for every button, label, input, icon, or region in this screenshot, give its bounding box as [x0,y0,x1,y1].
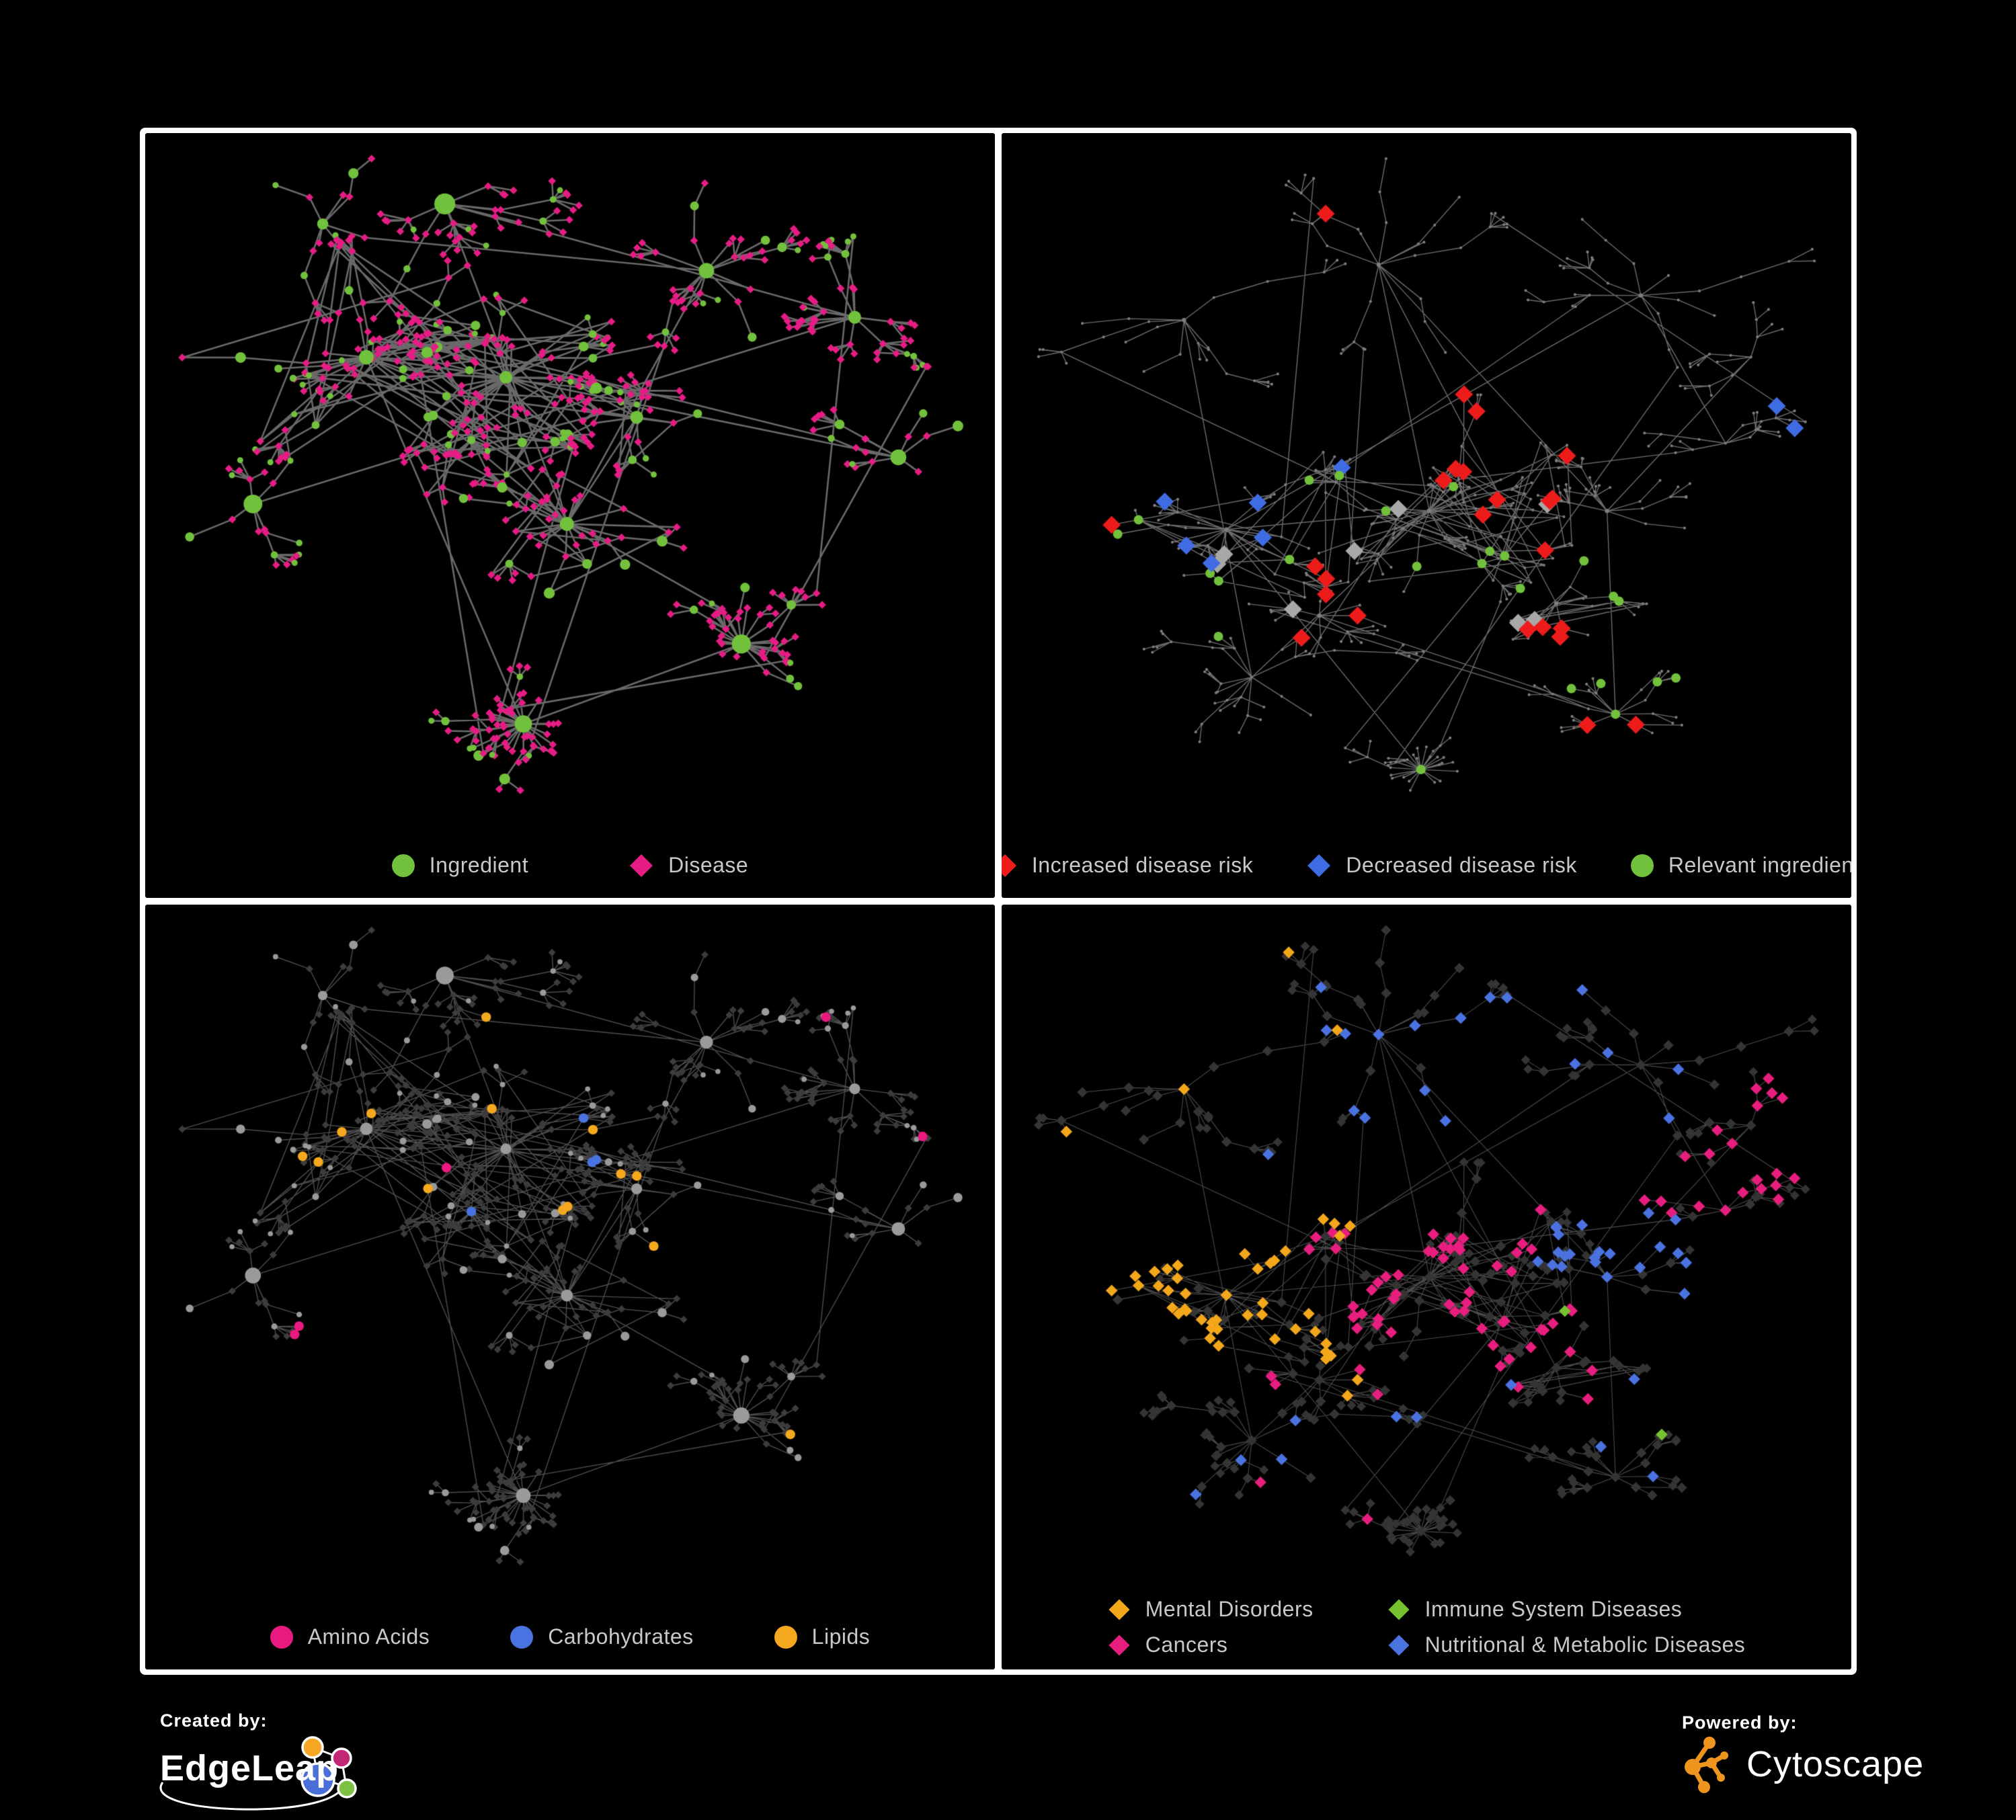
legend-label: Increased disease risk [1031,853,1254,877]
panel-disease-category: Mental Disorders Immune System Diseases … [1002,905,1851,1669]
legend-item: Cancers [1108,1632,1314,1657]
legend-item: Carbohydrates [510,1624,693,1649]
legend-label: Decreased disease risk [1346,853,1577,877]
legend-disease-category: Mental Disorders Immune System Diseases … [1002,1597,1851,1657]
legend-label: Relevant ingredient [1668,853,1851,877]
edgeleap-node-blue [300,1762,335,1797]
decreased-risk-marker-icon [1307,854,1331,877]
network-canvas-nutrient-class [145,905,995,1669]
panels-frame: Ingredient Disease Increased disease ris… [140,128,1857,1675]
edgeleap-logo: EdgeLeap [159,1733,375,1813]
created-by-label: Created by: [160,1710,268,1731]
legend-item: Mental Disorders [1108,1597,1314,1622]
cancers-marker-icon [1108,1634,1130,1656]
immune-system-marker-icon [1388,1598,1410,1620]
network-canvas-ingredient-disease [145,133,995,898]
panel-disease-risk: Increased disease risk Decreased disease… [1002,133,1851,898]
legend-label: Mental Disorders [1145,1597,1314,1621]
legend-nutrient-class: Amino Acids Carbohydrates Lipids [145,1624,995,1649]
relevant-ingredient-marker-icon [1630,854,1654,877]
legend-item: Decreased disease risk [1307,853,1577,878]
legend-label: Amino Acids [307,1624,430,1649]
legend-label: Ingredient [429,853,529,877]
legend-item: Relevant ingredient [1630,853,1851,878]
edgeleap-node-pink [331,1747,352,1769]
legend-disease-risk: Increased disease risk Decreased disease… [1002,853,1851,878]
legend-item: Disease [629,853,748,878]
amino-acids-marker-icon [270,1625,293,1649]
legend-item: Ingredient [391,853,529,878]
legend-item: Nutritional & Metabolic Diseases [1387,1632,1746,1657]
legend-item: Increased disease risk [1002,853,1253,878]
edgeleap-node-green [337,1778,357,1798]
network-canvas-disease-category [1002,905,1851,1669]
edgeleap-swoosh [159,1779,345,1811]
disease-marker-icon [630,854,653,877]
edgeleap-wordmark: EdgeLeap [160,1748,339,1788]
nutritional-metabolic-marker-icon [1388,1634,1410,1656]
lipids-marker-icon [774,1625,797,1649]
network-canvas-disease-risk [1002,133,1851,898]
legend-item: Lipids [774,1624,871,1649]
powered-by-label: Powered by: [1682,1712,1798,1733]
legend-item: Immune System Diseases [1387,1597,1746,1622]
ingredient-marker-icon [391,854,415,877]
cytoscape-nodes [1685,1737,1728,1793]
mental-disorders-marker-icon [1108,1598,1130,1620]
panel-nutrient-class: Amino Acids Carbohydrates Lipids [145,905,995,1669]
edgeleap-node-orange [301,1736,324,1759]
legend-label: Lipids [811,1624,871,1649]
legend-label: Nutritional & Metabolic Diseases [1424,1632,1746,1657]
legend-item: Amino Acids [270,1624,430,1649]
legend-label: Disease [668,853,749,877]
legend-label: Cancers [1145,1632,1228,1657]
carbohydrates-marker-icon [510,1625,534,1649]
cytoscape-wordmark: Cytoscape [1746,1744,1925,1784]
legend-label: Carbohydrates [548,1624,694,1649]
panel-ingredient-disease: Ingredient Disease [145,133,995,898]
cytoscape-logo-icon [1685,1737,1728,1793]
increased-risk-marker-icon [1002,854,1016,877]
legend-ingredient-disease: Ingredient Disease [145,853,995,878]
edgeleap-logo-graphic [159,1736,357,1811]
cytoscape-credit: Powered by: Cytoscape [1682,1712,1924,1795]
edgeleap-credit: Created by: EdgeLeap [159,1710,375,1813]
legend-label: Immune System Diseases [1424,1597,1683,1621]
